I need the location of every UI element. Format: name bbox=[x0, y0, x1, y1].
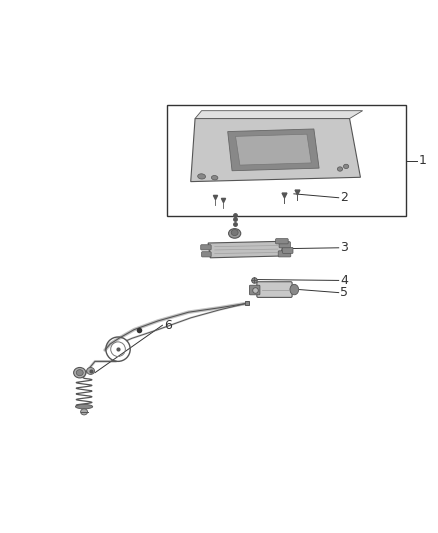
Bar bbox=[167, 106, 406, 216]
Ellipse shape bbox=[87, 367, 95, 375]
Ellipse shape bbox=[75, 405, 93, 409]
Text: 1: 1 bbox=[418, 155, 426, 167]
FancyBboxPatch shape bbox=[279, 241, 290, 248]
Text: 5: 5 bbox=[340, 286, 348, 299]
FancyBboxPatch shape bbox=[201, 245, 211, 250]
Text: 2: 2 bbox=[340, 191, 348, 204]
FancyBboxPatch shape bbox=[276, 239, 288, 244]
FancyBboxPatch shape bbox=[250, 285, 260, 295]
Polygon shape bbox=[228, 129, 319, 171]
Ellipse shape bbox=[229, 229, 241, 238]
Ellipse shape bbox=[231, 230, 238, 236]
FancyBboxPatch shape bbox=[201, 252, 211, 257]
FancyBboxPatch shape bbox=[283, 247, 293, 254]
Ellipse shape bbox=[76, 370, 83, 376]
Polygon shape bbox=[236, 134, 311, 165]
Ellipse shape bbox=[212, 175, 218, 180]
Polygon shape bbox=[208, 241, 284, 258]
Text: 3: 3 bbox=[340, 241, 348, 254]
FancyBboxPatch shape bbox=[257, 282, 292, 297]
Ellipse shape bbox=[343, 164, 349, 168]
Ellipse shape bbox=[337, 167, 343, 171]
Text: 6: 6 bbox=[164, 319, 172, 332]
Ellipse shape bbox=[74, 367, 86, 378]
Ellipse shape bbox=[290, 284, 299, 295]
Polygon shape bbox=[191, 118, 360, 182]
Ellipse shape bbox=[198, 174, 205, 179]
Ellipse shape bbox=[81, 409, 88, 415]
FancyBboxPatch shape bbox=[278, 251, 291, 257]
Polygon shape bbox=[195, 111, 363, 118]
Text: 4: 4 bbox=[340, 274, 348, 287]
